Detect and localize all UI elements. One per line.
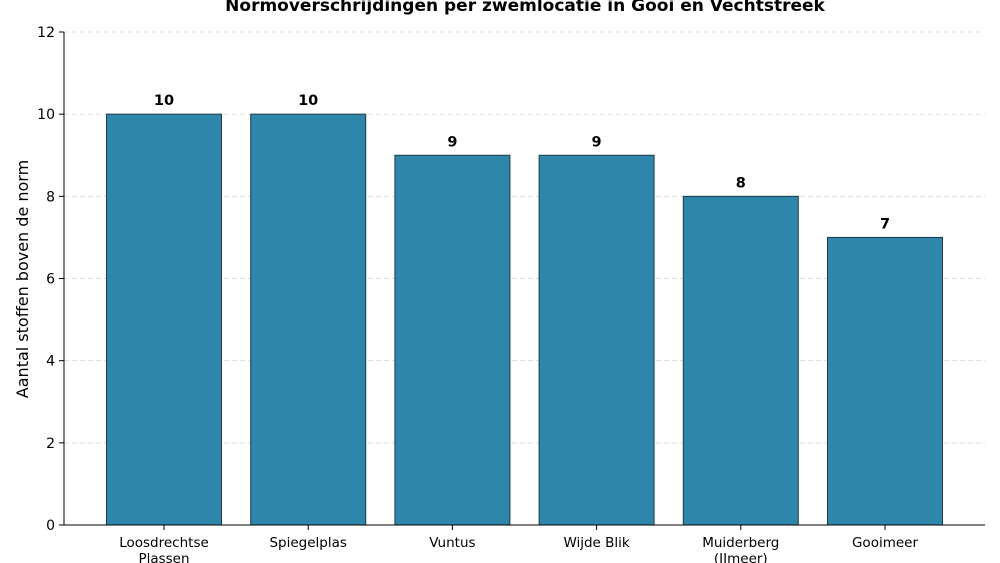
y-tick-label: 6 — [46, 272, 55, 288]
y-tick-label: 8 — [46, 189, 55, 205]
y-tick-label: 2 — [46, 436, 55, 452]
bars — [106, 113, 943, 526]
y-tick-label: 10 — [37, 107, 55, 123]
data-labels: 10 10 9 9 8 7 — [154, 93, 890, 232]
x-tick-label: Gooimeer — [852, 535, 918, 551]
y-axis-label: Aantal stoffen boven de norm — [13, 160, 32, 398]
x-tick-label: Muiderberg (IJmeer) — [702, 535, 779, 563]
x-tick-label: Loosdrechtse Plassen — [119, 535, 209, 563]
y-tick-label: 12 — [37, 25, 55, 41]
bar — [394, 154, 511, 526]
bar — [538, 154, 655, 526]
x-tick-label: Spiegelplas — [269, 535, 346, 551]
data-label: 10 — [154, 93, 174, 109]
bar — [682, 195, 799, 526]
y-tick-label: 4 — [46, 354, 55, 370]
data-label: 9 — [447, 134, 457, 150]
data-label: 10 — [298, 93, 318, 109]
bar — [827, 236, 943, 526]
data-label: 7 — [880, 216, 890, 232]
bar — [106, 113, 222, 526]
data-label: 8 — [736, 175, 746, 191]
bar — [250, 113, 367, 526]
data-label: 9 — [592, 134, 602, 150]
x-axis-ticks: Loosdrechtse Plassen Spiegelplas Vuntus Wijd… — [119, 525, 918, 563]
y-tick-label: 0 — [46, 518, 55, 534]
x-tick-label: Vuntus — [429, 535, 475, 551]
x-tick-label: Wijde Blik — [563, 535, 629, 551]
chart-title: Normoverschrijdingen per zwemlocatie in … — [225, 0, 825, 16]
y-axis-ticks: 0 2 4 6 8 10 12 — [37, 25, 64, 534]
